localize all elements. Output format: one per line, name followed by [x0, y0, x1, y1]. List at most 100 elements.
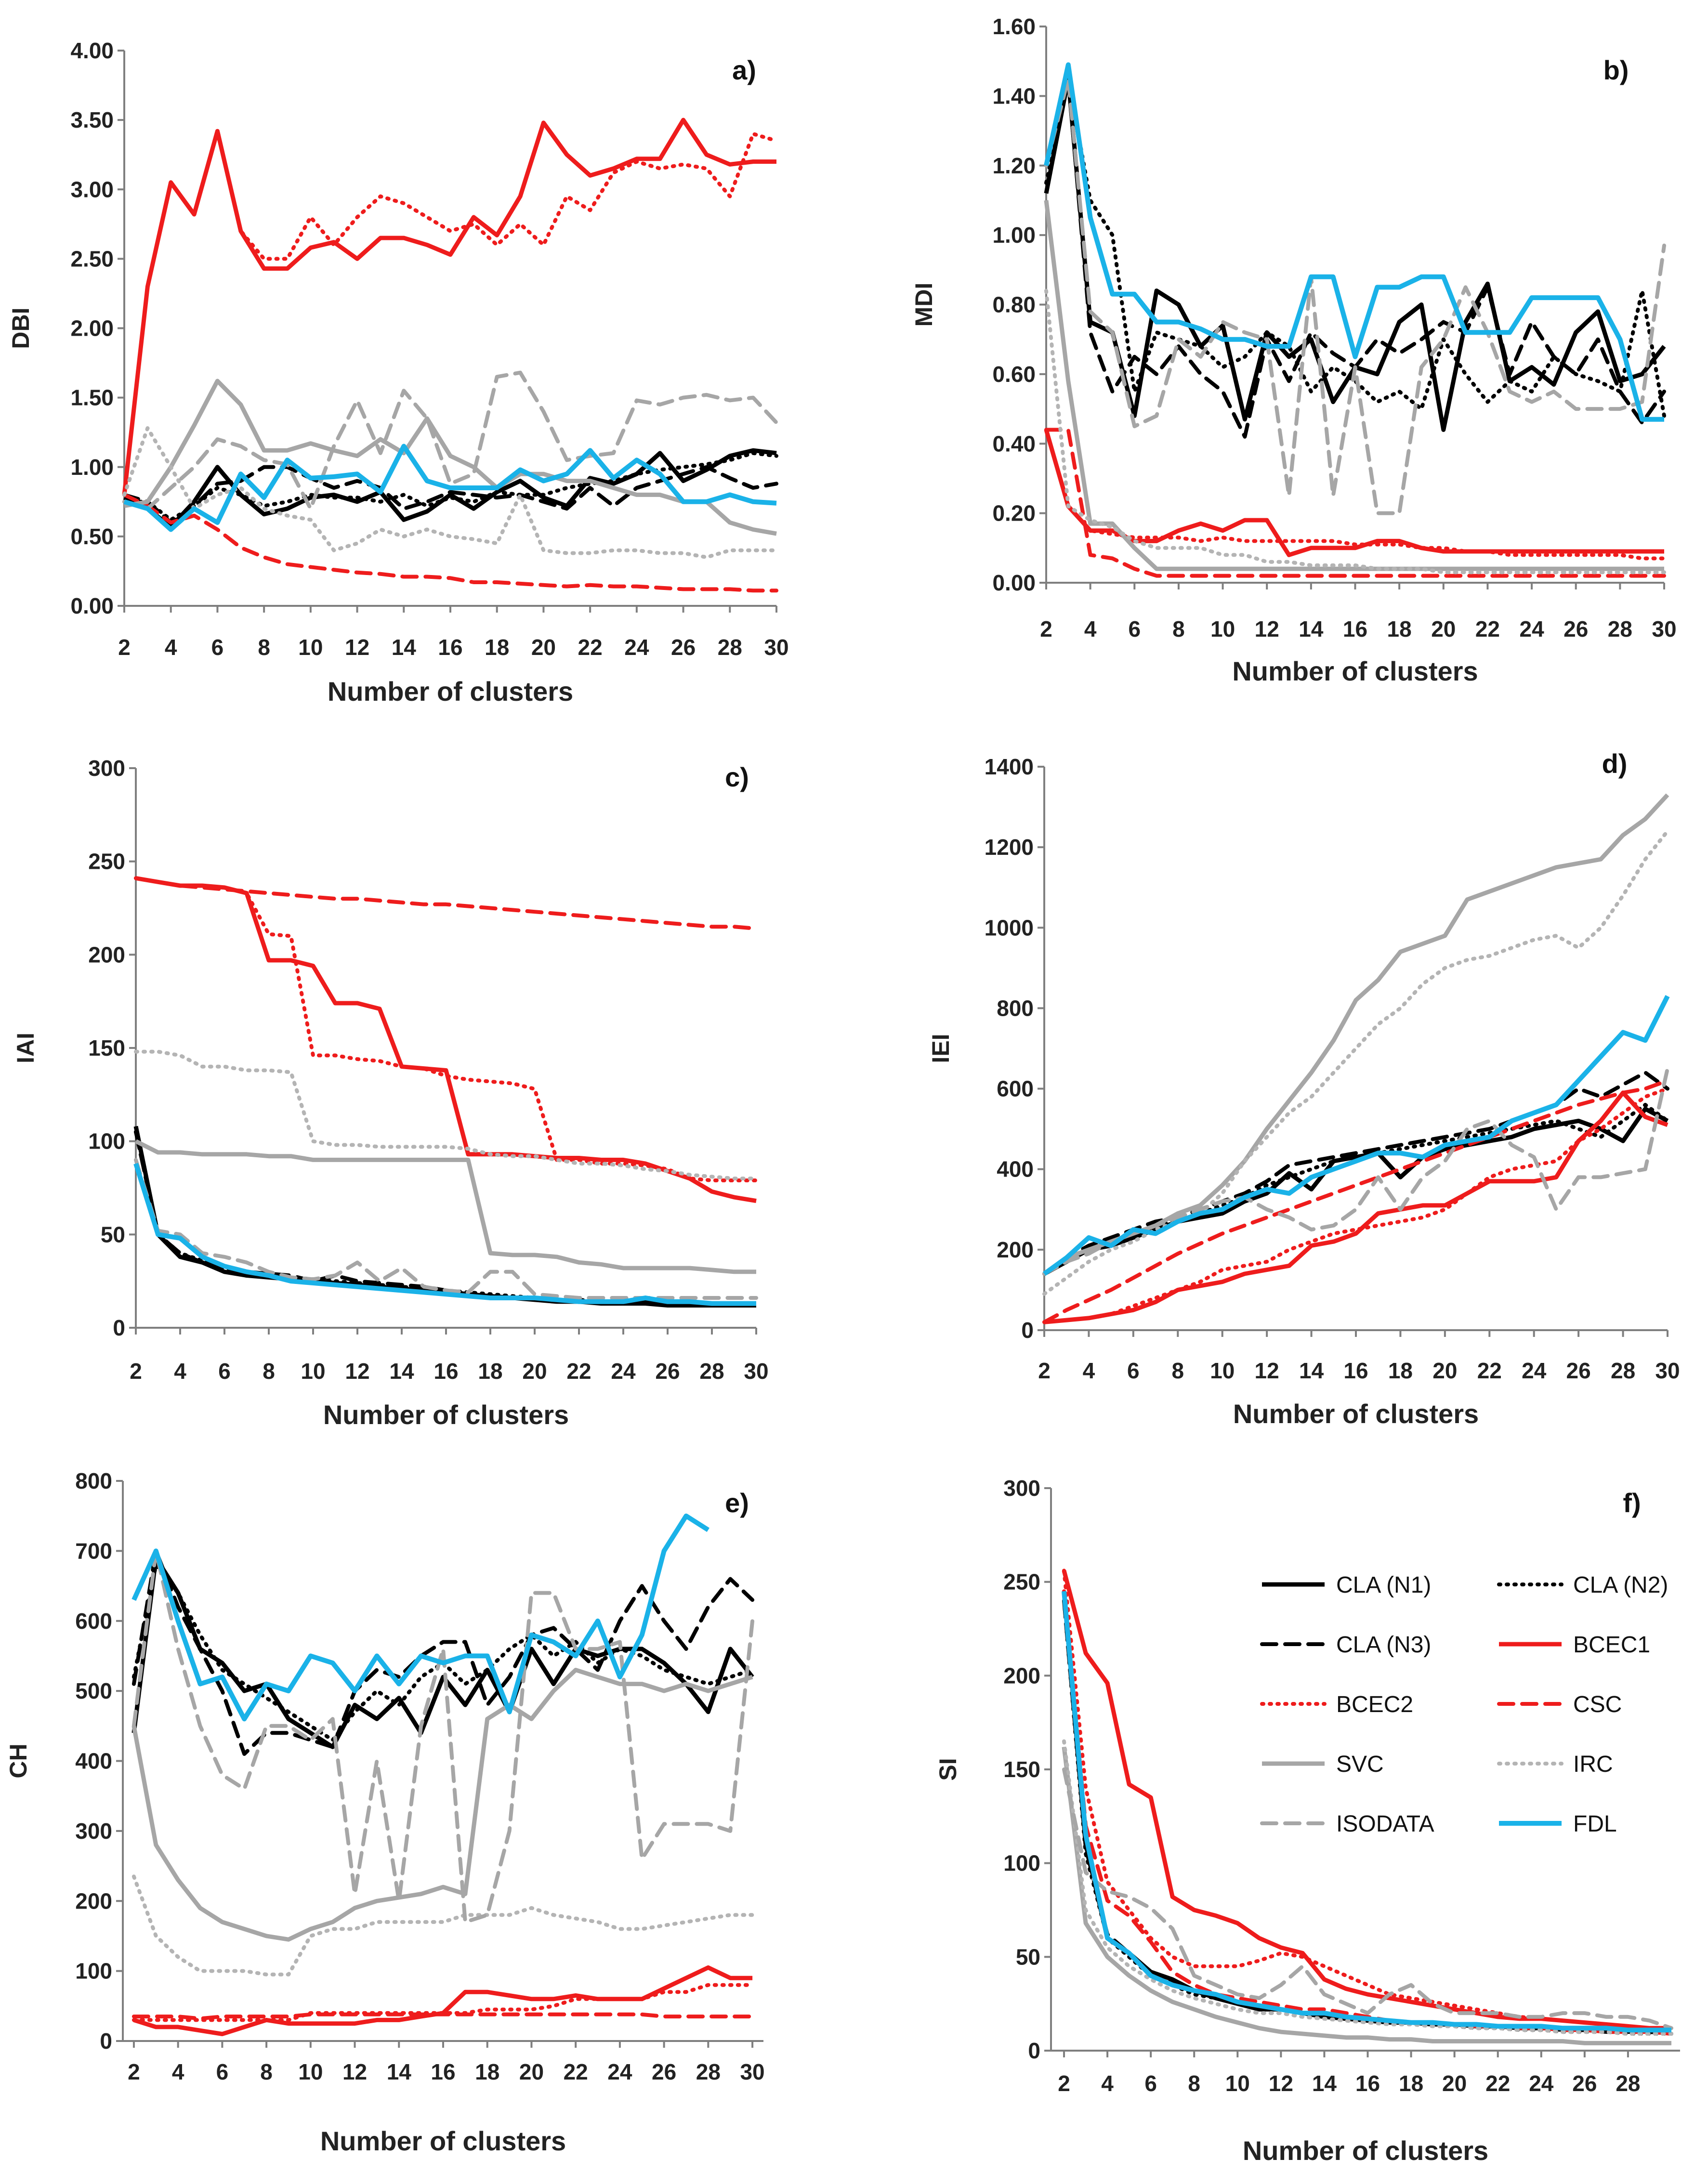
x-tick-label: 8: [263, 1359, 275, 1384]
legend-item-bcec2: BCEC2: [1260, 1692, 1413, 1717]
x-axis-label: Number of clusters: [320, 2126, 566, 2156]
x-tick-label: 30: [744, 1359, 768, 1384]
x-tick-label: 4: [1084, 616, 1097, 641]
x-tick-label: 28: [718, 635, 742, 660]
series-line-bcec2: [1042, 1086, 1669, 1324]
x-tick-label: 14: [1299, 616, 1324, 641]
x-tick-label: 4: [1101, 2071, 1114, 2096]
x-tick-label: 28: [1611, 1358, 1635, 1383]
series-line-irc: [1044, 288, 1666, 575]
x-tick-label: 20: [531, 635, 556, 660]
x-tick-label: 10: [298, 635, 323, 660]
y-tick-label: 200: [75, 1888, 112, 1913]
y-tick-label: 50: [101, 1222, 125, 1247]
x-tick-label: 4: [172, 2059, 184, 2084]
y-tick-label: 200: [88, 942, 125, 967]
y-tick-label: 3.50: [70, 107, 114, 132]
y-tick-label: 200: [997, 1237, 1034, 1262]
legend-label: CLA (N2): [1573, 1572, 1668, 1598]
legend-item-fdl: FDL: [1499, 1811, 1617, 1837]
x-tick-label: 18: [475, 2059, 499, 2084]
x-tick-label: 4: [1083, 1358, 1095, 1383]
y-tick-label: 0.80: [992, 292, 1036, 317]
x-tick-label: 10: [298, 2059, 323, 2084]
y-tick-label: 4.00: [70, 38, 114, 63]
y-tick-label: 1.00: [992, 222, 1036, 248]
x-tick-label: 12: [345, 1359, 369, 1384]
legend-item-cla-n3: CLA (N3): [1260, 1632, 1431, 1658]
y-tick-label: 1.20: [992, 153, 1036, 178]
series-line-cla-n2: [1044, 77, 1666, 418]
series-line-fdl: [133, 1163, 756, 1306]
y-tick-label: 1.50: [70, 385, 114, 410]
y-tick-label: 1.60: [992, 14, 1036, 39]
legend-item-irc: IRC: [1497, 1752, 1613, 1777]
panel-label: a): [732, 55, 756, 85]
y-tick-label: 1000: [985, 915, 1034, 940]
y-axis-label: IAI: [12, 1033, 39, 1063]
y-tick-label: 250: [88, 849, 125, 874]
x-tick-label: 6: [1128, 616, 1141, 641]
y-axis-label: IEI: [927, 1034, 954, 1063]
x-tick-label: 6: [218, 1359, 231, 1384]
series-line-csc: [1044, 428, 1666, 578]
legend-label: FDL: [1573, 1811, 1617, 1837]
x-tick-label: 24: [624, 635, 649, 660]
series-line-csc: [122, 493, 778, 593]
series-line-irc: [1062, 1739, 1673, 2036]
x-tick-label: 30: [740, 2059, 764, 2084]
x-tick-label: 30: [1655, 1358, 1680, 1383]
x-tick-label: 16: [434, 1359, 458, 1384]
y-axis-label: MDI: [910, 283, 937, 327]
legend-item-bcec1: BCEC1: [1499, 1632, 1650, 1658]
series-line-svc: [1062, 1746, 1671, 2045]
legend-label: SVC: [1336, 1752, 1384, 1777]
x-tick-label: 4: [174, 1359, 186, 1384]
x-tick-label: 24: [607, 2059, 632, 2084]
y-tick-label: 200: [1003, 1663, 1040, 1688]
y-tick-label: 0.00: [992, 570, 1036, 595]
x-axis-label: Number of clusters: [1232, 656, 1478, 686]
x-tick-label: 14: [387, 2059, 412, 2084]
y-tick-label: 100: [75, 1959, 112, 1984]
x-tick-label: 26: [1563, 616, 1588, 641]
x-tick-label: 20: [1442, 2071, 1467, 2096]
x-axis-label: Number of clusters: [323, 1400, 569, 1430]
x-tick-label: 22: [1485, 2071, 1510, 2096]
x-tick-label: 10: [1225, 2071, 1250, 2096]
x-tick-label: 6: [216, 2059, 229, 2084]
x-tick-label: 22: [578, 635, 603, 660]
legend: CLA (N1) CLA (N2) CLA (N3) BCEC1 BCEC2 CSC SVC…: [1260, 1572, 1668, 1837]
x-tick-label: 28: [696, 2059, 721, 2084]
chart-panel-b: 0.000.200.400.600.801.001.201.401.602 4 6 8…: [910, 14, 1677, 686]
y-tick-label: 300: [75, 1819, 112, 1844]
x-tick-label: 4: [165, 635, 177, 660]
y-tick-label: 0.00: [70, 593, 114, 618]
y-tick-label: 300: [1003, 1476, 1040, 1501]
y-tick-label: 0.60: [992, 362, 1036, 387]
x-tick-label: 22: [566, 1359, 591, 1384]
legend-label: ISODATA: [1336, 1811, 1434, 1837]
y-tick-label: 0: [1021, 1318, 1034, 1343]
x-tick-label: 30: [764, 635, 788, 660]
x-tick-label: 20: [1431, 616, 1456, 641]
legend-item-svc: SVC: [1262, 1752, 1384, 1777]
series-line-bcec1: [1044, 429, 1664, 557]
x-tick-label: 26: [671, 635, 696, 660]
legend-item-csc: CSC: [1497, 1692, 1622, 1717]
y-tick-label: 150: [88, 1035, 125, 1060]
series-line-isodata: [1042, 1066, 1669, 1276]
x-tick-label: 30: [1652, 616, 1676, 641]
y-tick-label: 50: [1016, 1944, 1040, 1969]
legend-label: BCEC1: [1573, 1632, 1650, 1658]
y-axis-label: DBI: [7, 307, 34, 349]
x-tick-label: 18: [1388, 1358, 1413, 1383]
x-tick-label: 10: [1210, 616, 1235, 641]
x-tick-label: 2: [1058, 2071, 1070, 2096]
series-line-svc: [131, 1668, 753, 1942]
y-tick-label: 0.40: [992, 431, 1036, 456]
series-line-fdl: [1043, 995, 1670, 1276]
